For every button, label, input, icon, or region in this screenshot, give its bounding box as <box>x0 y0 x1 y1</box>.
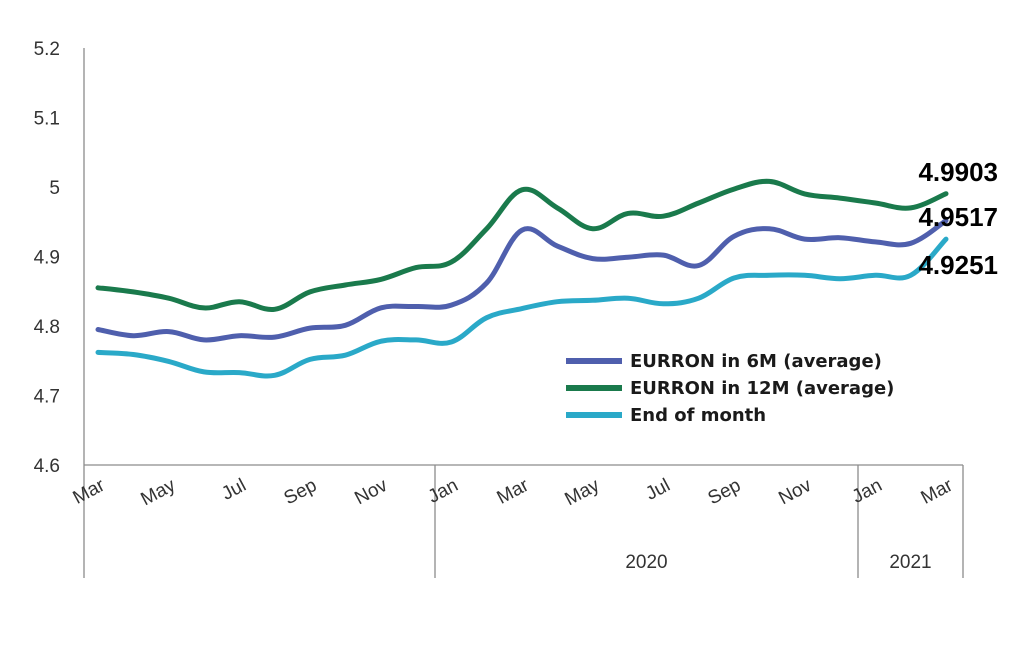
x-tick-label: Jul <box>218 475 249 505</box>
y-tick-label: 4.9 <box>34 248 60 269</box>
legend-label: EURRON in 6M (average) <box>630 351 882 372</box>
y-tick-label: 5.2 <box>34 39 60 60</box>
x-tick-label: Mar <box>70 475 109 509</box>
end-value-label: 4.9251 <box>918 250 998 280</box>
series-line-eurron-in-12m-average <box>95 178 949 312</box>
x-tick-label: May <box>137 475 179 511</box>
legend: EURRON in 6M (average) EURRON in 12M (ave… <box>566 351 894 426</box>
y-axis-ticks: 4.6 4.7 4.8 4.9 5 5.1 5.2 <box>34 39 60 477</box>
legend-label: End of month <box>630 405 766 426</box>
y-tick-label: 4.6 <box>34 456 60 477</box>
x-tick-label: May <box>561 475 603 511</box>
x-tick-label: Jan <box>849 475 886 508</box>
series-line-end-of-month <box>95 236 949 379</box>
year-labels: 2020 2021 <box>625 552 931 573</box>
y-tick-label: 4.8 <box>34 317 60 338</box>
y-tick-label: 5 <box>49 178 60 199</box>
legend-label: EURRON in 12M (average) <box>630 378 894 399</box>
x-tick-label: Mar <box>918 475 957 509</box>
x-tick-label: Sep <box>705 475 745 509</box>
x-tick-label: Jul <box>642 475 673 505</box>
x-tick-label: Jan <box>425 475 462 508</box>
x-axis-ticks: Mar May Jul Sep Nov Jan Mar May Jul Sep Nov Jan Mar <box>70 475 957 511</box>
x-tick-label: Mar <box>494 475 533 509</box>
end-value-label: 4.9903 <box>918 157 998 187</box>
year-label: 2021 <box>889 552 931 573</box>
axes <box>83 48 964 578</box>
x-tick-label: Nov <box>351 475 391 510</box>
y-tick-label: 5.1 <box>34 109 60 130</box>
x-tick-label: Sep <box>281 475 321 509</box>
y-tick-label: 4.7 <box>34 387 60 408</box>
series-lines <box>95 178 949 379</box>
end-value-labels: 4.9903 4.9517 4.9251 <box>918 157 998 280</box>
end-value-label: 4.9517 <box>918 202 998 232</box>
x-tick-label: Nov <box>775 475 815 510</box>
year-label: 2020 <box>625 552 667 573</box>
series-line-eurron-in-6m-average <box>95 218 949 343</box>
